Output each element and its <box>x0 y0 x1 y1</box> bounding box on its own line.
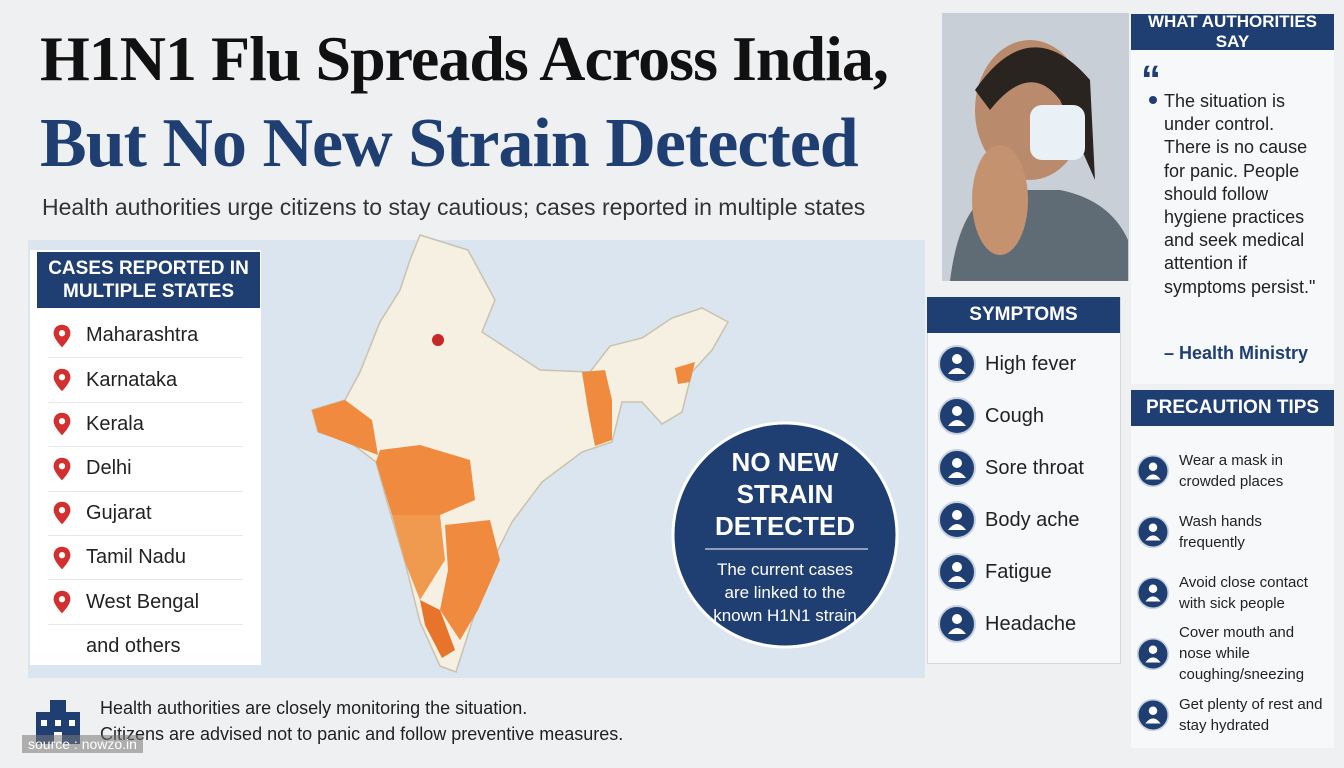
symptom-name: High fever <box>985 352 1077 375</box>
precaution-text: Wear a mask in crowded places <box>1179 451 1284 490</box>
symptoms-list: High fever Cough Sore throat Body ache Fatig… <box>937 338 1117 650</box>
precaution-row: Wash hands frequently <box>1136 501 1334 562</box>
symptom-icon <box>938 397 976 435</box>
symptom-icon <box>938 449 976 487</box>
state-row: Gujarat <box>48 492 243 536</box>
state-name: Tamil Nadu <box>86 546 187 569</box>
quote-text: The situation is under control. There is… <box>1164 91 1316 297</box>
symptom-row: High fever <box>937 338 1117 390</box>
footer-line1: Health authorities are closely monitorin… <box>100 698 528 718</box>
pin-icon <box>53 590 71 614</box>
symptom-icon <box>938 501 976 539</box>
symptom-row: Headache <box>937 598 1117 650</box>
title-line2: But No New Strain Detected <box>40 105 859 182</box>
title-line1: H1N1 Flu Spreads Across India, <box>40 23 889 94</box>
highlight-westbengal <box>582 370 612 446</box>
precaution-icon <box>1136 637 1170 670</box>
symptom-row: Fatigue <box>937 546 1117 598</box>
symptom-icon <box>938 553 976 591</box>
precautions-title: PRECAUTION TIPS <box>1131 390 1334 426</box>
precaution-text: Wash hands frequently <box>1179 512 1262 551</box>
pin-icon <box>53 546 71 569</box>
state-name: West Bengal <box>86 590 200 613</box>
symptom-icon <box>938 345 976 383</box>
callout-text: The current cases are linked to the know… <box>713 560 857 625</box>
symptom-name: Body ache <box>985 508 1080 531</box>
precaution-text: Cover mouth and nose while coughing/snee… <box>1179 624 1305 683</box>
precautions-panel <box>1131 390 1334 748</box>
precaution-text: Get plenty of rest and stay hydrated <box>1179 695 1323 734</box>
precaution-icon <box>1136 576 1170 609</box>
precaution-text: Avoid close contact with sick people <box>1179 573 1308 612</box>
precaution-icon <box>1136 454 1170 487</box>
precaution-row: Avoid close contact with sick people <box>1136 562 1334 623</box>
state-row: Kerala <box>48 403 243 448</box>
symptom-name: Headache <box>985 612 1077 635</box>
state-name: Karnataka <box>86 368 178 391</box>
pin-icon <box>53 324 71 347</box>
symptoms-title: SYMPTOMS <box>927 297 1120 333</box>
symptom-icon <box>938 605 976 643</box>
authorities-title: WHAT AUTHORITIES SAY <box>1131 12 1334 51</box>
symptom-name: Sore throat <box>985 456 1084 479</box>
precautions-list: Wear a mask in crowded places Wash hands … <box>1136 440 1334 745</box>
state-row: Karnataka <box>48 358 243 403</box>
subtitle: Health authorities urge citizens to stay… <box>42 194 866 220</box>
highlight-northeast <box>675 362 695 384</box>
quote-mark: “ <box>1141 58 1161 102</box>
photo-hands <box>972 145 1028 255</box>
pin-icon <box>53 502 71 525</box>
symptom-name: Cough <box>985 404 1044 427</box>
pin-icon <box>53 457 71 481</box>
precaution-icon <box>1136 698 1170 731</box>
states-panel-title: CASES REPORTED IN MULTIPLE STATES <box>37 252 260 308</box>
photo-hair <box>975 47 1095 180</box>
state-more: and others <box>86 634 181 657</box>
source-label: source : nowzo.in <box>22 735 143 753</box>
quote-bullet <box>1149 96 1157 104</box>
symptom-row: Body ache <box>937 494 1117 546</box>
state-row: Maharashtra <box>48 314 243 359</box>
quote-attribution: – Health Ministry <box>1164 343 1309 363</box>
highlight-delhi <box>432 334 444 346</box>
authorities-panel <box>1131 14 1334 384</box>
photo-mask <box>1030 105 1085 160</box>
state-name: Gujarat <box>86 501 152 524</box>
symptom-row: Sore throat <box>937 442 1117 494</box>
highlight-kerala <box>420 600 455 658</box>
state-row: Tamil Nadu <box>48 536 243 581</box>
precaution-row: Get plenty of rest and stay hydrated <box>1136 684 1334 745</box>
highlight-maharashtra <box>376 445 475 520</box>
state-row: Delhi <box>48 447 243 492</box>
footer-line2: Citizens are advised not to panic and fo… <box>100 724 624 744</box>
highlight-gujarat <box>312 400 378 455</box>
state-name: Maharashtra <box>86 324 199 347</box>
symptom-row: Cough <box>937 390 1117 442</box>
pin-icon <box>53 368 71 392</box>
state-name: Delhi <box>86 457 132 480</box>
pin-icon <box>53 413 71 436</box>
callout-circle <box>671 421 899 649</box>
state-row: West Bengal <box>48 580 243 625</box>
highlight-karnataka <box>392 515 445 600</box>
precaution-row: Wear a mask in crowded places <box>1136 440 1334 501</box>
precaution-row: Cover mouth and nose while coughing/snee… <box>1136 623 1334 684</box>
state-name: Kerala <box>86 412 144 435</box>
symptom-name: Fatigue <box>985 560 1052 583</box>
states-list: Maharashtra Karnataka Kerala Delhi Gujarat Ta… <box>30 314 261 668</box>
highlight-tamilnadu <box>440 520 500 640</box>
callout-title: NO NEW STRAIN DETECTED <box>714 447 856 541</box>
precaution-icon <box>1136 515 1170 548</box>
